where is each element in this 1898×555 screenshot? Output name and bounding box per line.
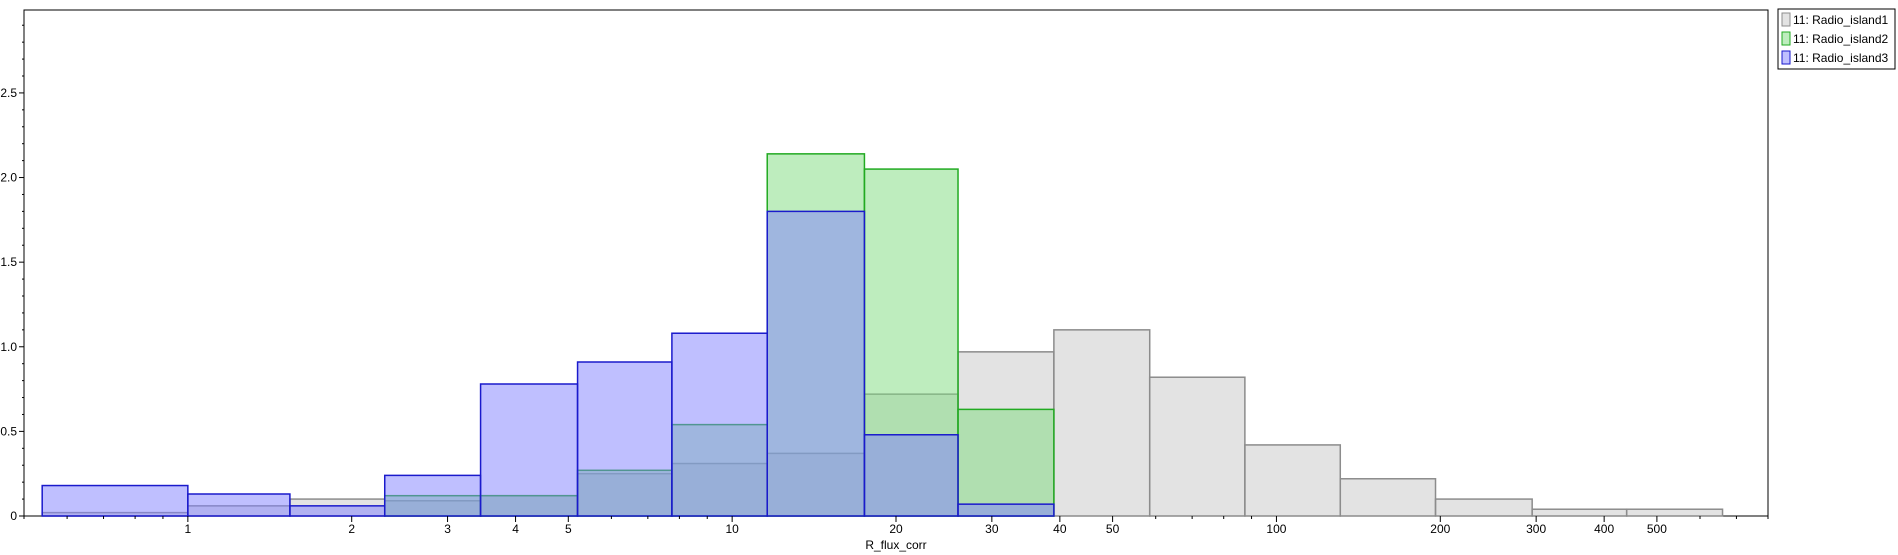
- x-axis-label: R_flux_corr: [865, 538, 926, 552]
- histogram-bars: [41, 153, 1724, 517]
- bar: [957, 408, 1055, 517]
- x-tick-label: 300: [1526, 522, 1546, 536]
- x-tick-label: 200: [1430, 522, 1450, 536]
- legend-swatch: [1781, 12, 1791, 27]
- y-axis: 0 0.5 1.0 1.5 2.0 2.5: [0, 24, 24, 523]
- y-tick-label: 2.5: [0, 86, 17, 100]
- y-tick-label: 2.0: [0, 171, 17, 185]
- x-tick-label: 4: [512, 522, 519, 536]
- bar: [41, 484, 189, 517]
- legend-label: 11: Radio_island1: [1793, 13, 1889, 27]
- legend: 11: Radio_island1 11: Radio_island2 11: Ra…: [1777, 8, 1896, 70]
- legend-box: [1777, 8, 1896, 70]
- legend-swatch: [1781, 50, 1791, 65]
- bar: [576, 361, 673, 517]
- x-tick-label: 20: [889, 522, 903, 536]
- x-tick-label: 3: [444, 522, 451, 536]
- x-tick-label: 5: [565, 522, 572, 536]
- x-tick-label: 400: [1594, 522, 1614, 536]
- bar: [671, 332, 768, 517]
- x-tick-label: 10: [725, 522, 739, 536]
- y-tick-label: 0: [10, 509, 17, 523]
- bar: [1244, 444, 1342, 517]
- bar: [766, 210, 866, 517]
- x-tick-label: 50: [1106, 522, 1120, 536]
- legend-label: 11: Radio_island2: [1793, 32, 1889, 46]
- bar: [187, 493, 291, 517]
- bar: [1148, 376, 1246, 517]
- bar: [1434, 498, 1533, 517]
- bar: [1625, 508, 1724, 517]
- x-tick-label: 2: [348, 522, 355, 536]
- bar: [289, 505, 386, 517]
- bar: [1053, 329, 1151, 517]
- y-tick-label: 1.5: [0, 255, 17, 269]
- bar: [863, 434, 959, 517]
- bar: [383, 474, 482, 517]
- legend-swatch: [1781, 31, 1791, 46]
- bar: [1531, 508, 1628, 517]
- x-tick-label: 30: [985, 522, 999, 536]
- x-axis: 1 2 3 4 5 10 20 30 40 50 100 200 300 400 500: [23, 516, 1769, 536]
- x-tick-label: 40: [1053, 522, 1067, 536]
- y-tick-label: 1.0: [0, 340, 17, 354]
- x-tick-label: 1: [185, 522, 192, 536]
- x-tick-label: 500: [1647, 522, 1667, 536]
- bar: [1339, 478, 1437, 517]
- bar: [957, 503, 1055, 517]
- x-tick-label: 100: [1266, 522, 1286, 536]
- legend-label: 11: Radio_island3: [1793, 51, 1889, 65]
- y-tick-label: 0.5: [0, 424, 17, 438]
- bar: [479, 383, 579, 517]
- series-3: [41, 210, 1055, 517]
